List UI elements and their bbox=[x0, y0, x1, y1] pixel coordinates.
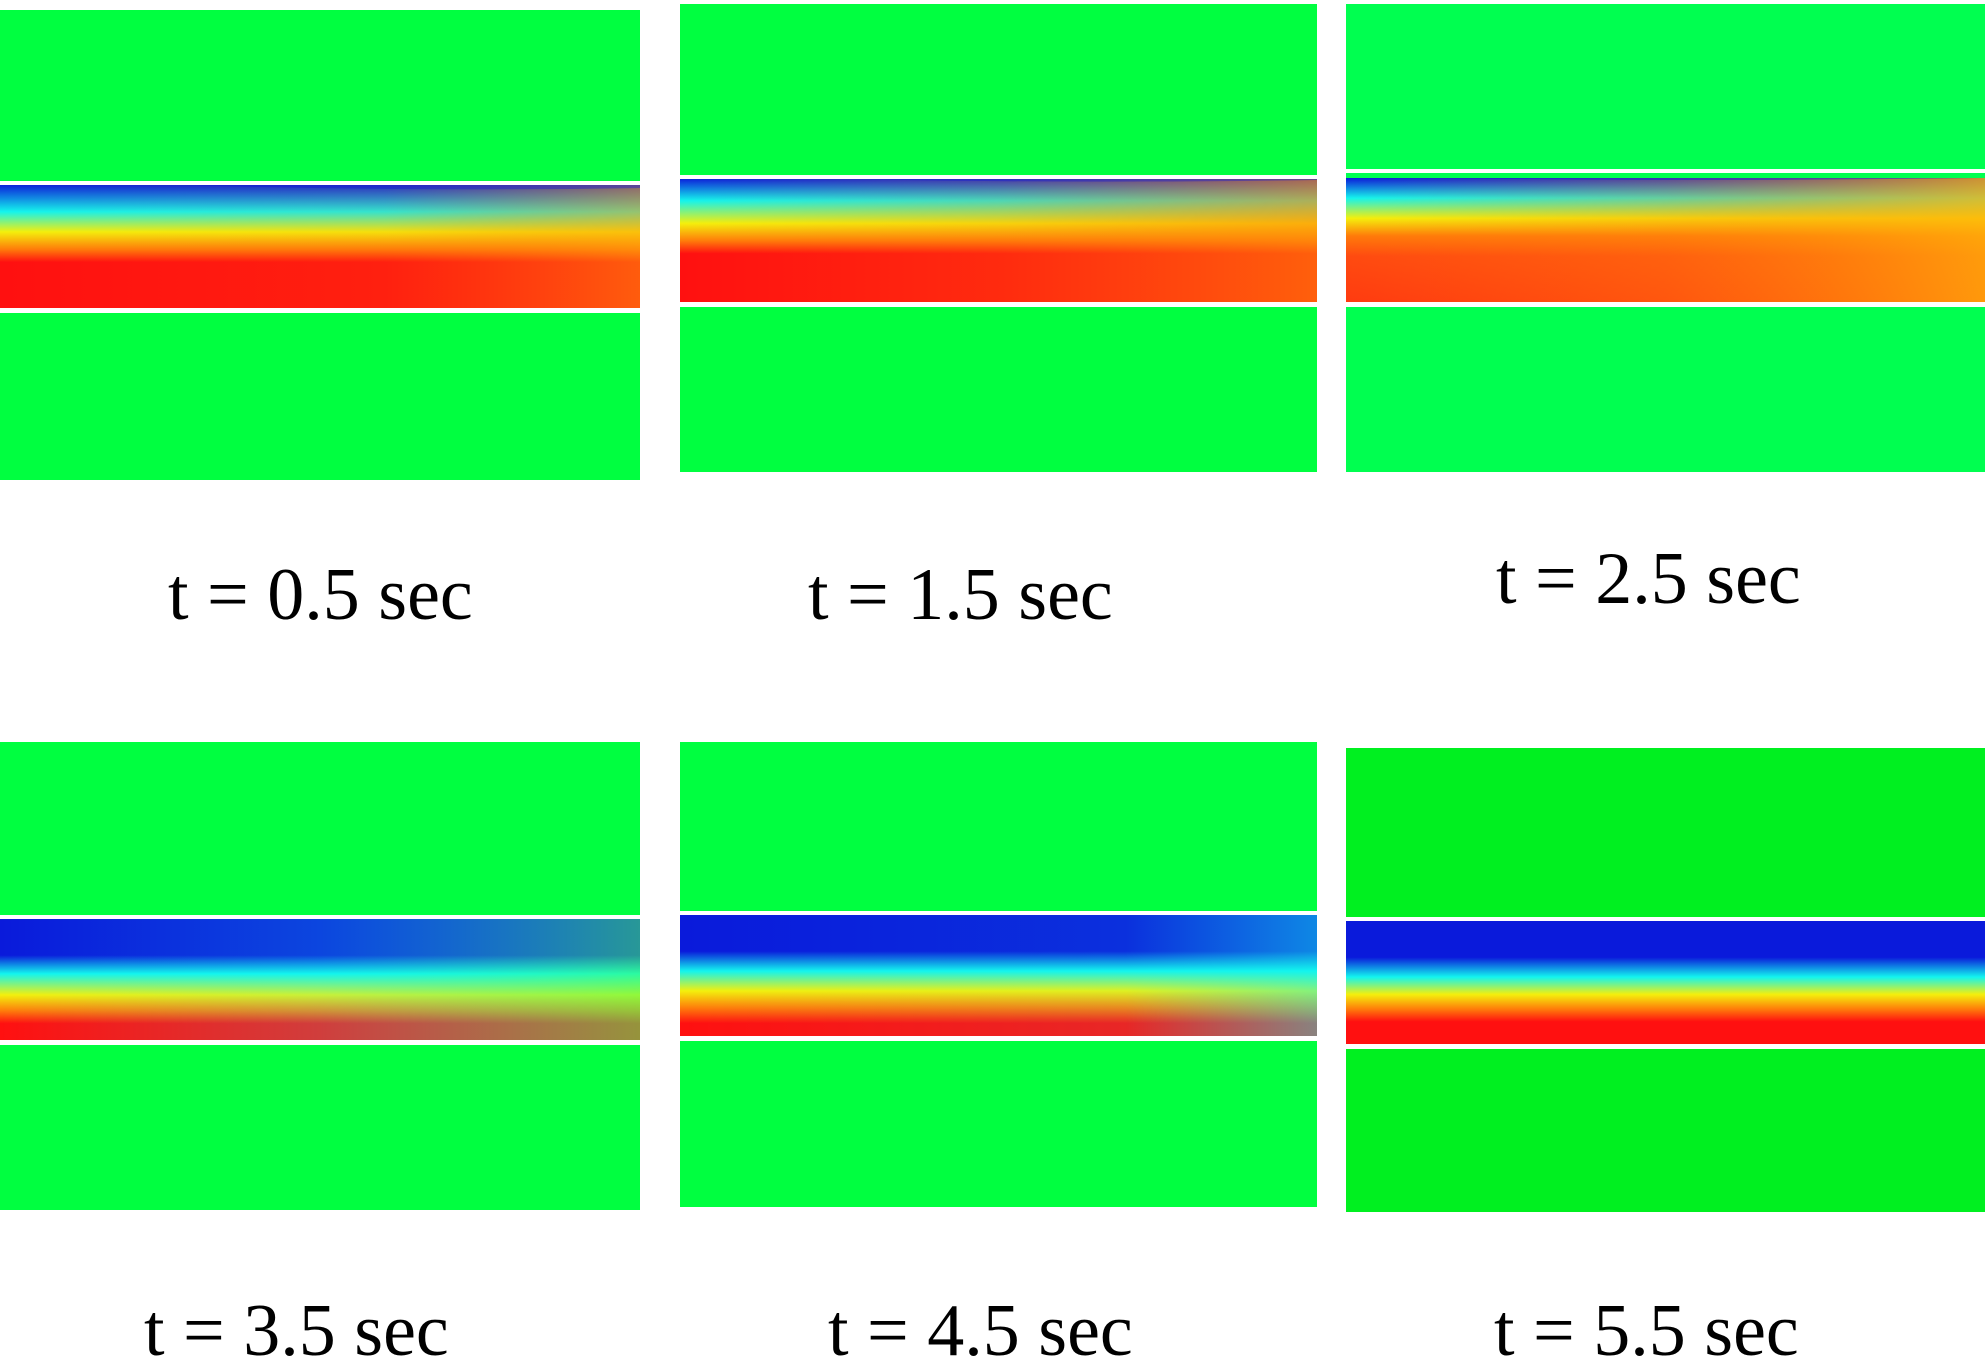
contour-panel-t3.5 bbox=[0, 742, 640, 1210]
contour-plot-t5.5 bbox=[1346, 748, 1985, 1212]
caption-t5.5: t = 5.5 sec bbox=[1494, 1290, 1799, 1372]
contour-plot-t1.5 bbox=[680, 4, 1317, 472]
contour-panel-t1.5 bbox=[680, 4, 1317, 472]
contour-plot-t3.5 bbox=[0, 742, 640, 1210]
caption-t4.5: t = 4.5 sec bbox=[828, 1290, 1133, 1372]
contour-plot-t4.5 bbox=[680, 742, 1317, 1207]
caption-t1.5: t = 1.5 sec bbox=[808, 554, 1113, 636]
caption-t2.5: t = 2.5 sec bbox=[1496, 538, 1801, 620]
contour-panel-t0.5 bbox=[0, 10, 640, 480]
contour-panel-t5.5 bbox=[1346, 748, 1985, 1212]
contour-panel-t4.5 bbox=[680, 742, 1317, 1207]
contour-plot-t0.5 bbox=[0, 10, 640, 480]
caption-t3.5: t = 3.5 sec bbox=[144, 1290, 449, 1372]
contour-panel-t2.5 bbox=[1346, 4, 1985, 472]
caption-t0.5: t = 0.5 sec bbox=[168, 554, 473, 636]
contour-plot-t2.5 bbox=[1346, 4, 1985, 472]
